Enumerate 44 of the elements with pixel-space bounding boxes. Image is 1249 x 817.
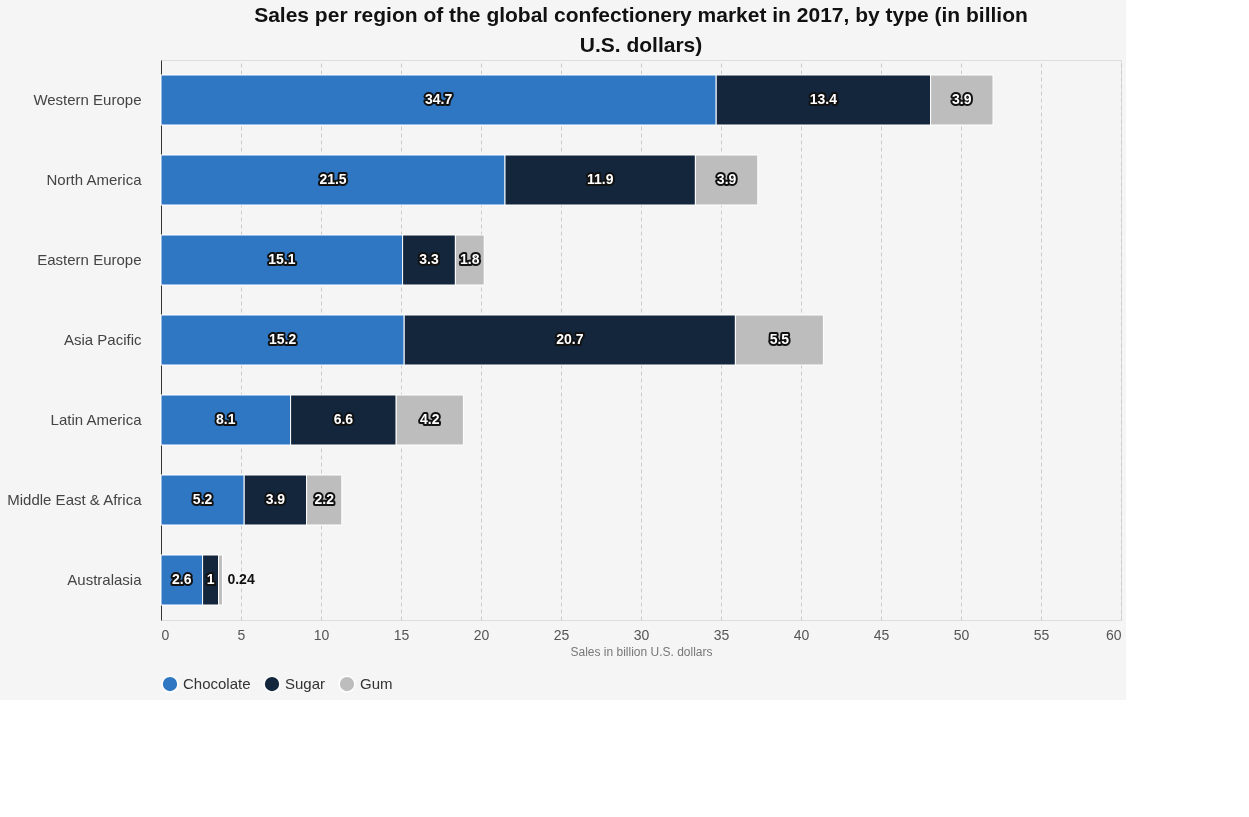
x-tick-label: 0 xyxy=(161,626,170,643)
data-label: 3.9 xyxy=(265,491,286,507)
x-tick-label: 30 xyxy=(633,626,650,643)
data-label: 3.9 xyxy=(716,171,737,187)
data-label: 11.9 xyxy=(586,171,614,187)
y-tick-label: Australasia xyxy=(67,571,143,588)
data-label: 34.7 xyxy=(424,91,453,107)
data-label: 15.1 xyxy=(268,251,296,267)
x-tick-label: 50 xyxy=(953,626,970,643)
data-label: 3.3 xyxy=(419,251,439,267)
y-tick-label: Western Europe xyxy=(33,91,142,108)
data-label: 20.7 xyxy=(556,331,584,347)
data-label: 0.24 xyxy=(227,571,255,587)
x-tick-label: 15 xyxy=(393,626,410,643)
data-label: 2.2 xyxy=(314,491,335,507)
y-tick-label: Middle East & Africa xyxy=(7,491,143,508)
data-label: 1 xyxy=(206,571,215,587)
data-label: 15.2 xyxy=(268,331,297,347)
data-label: 6.6 xyxy=(333,411,354,427)
x-tick-label: 40 xyxy=(793,626,810,643)
x-tick-label: 20 xyxy=(473,626,490,643)
data-label: 3.9 xyxy=(952,91,972,107)
x-tick-label: 55 xyxy=(1033,626,1050,643)
data-label: 5.2 xyxy=(192,491,213,507)
x-tick-label: 35 xyxy=(713,626,730,643)
data-label: 5.5 xyxy=(769,331,790,347)
chart-title: Sales per region of the global confectionery market in 2017, by type (in billion U.S. dollars) xyxy=(254,3,1028,56)
x-tick-label: 10 xyxy=(313,626,330,643)
x-tick-label: 25 xyxy=(553,626,570,643)
y-tick-label: Asia Pacific xyxy=(63,331,142,348)
y-tick-label: Latin America xyxy=(50,411,143,428)
data-label: 21.5 xyxy=(319,171,347,187)
x-tick-label: 45 xyxy=(873,626,890,643)
y-tick-label: Eastern Europe xyxy=(37,251,142,268)
x-axis-title: Sales in billion U.S. dollars xyxy=(570,644,713,659)
legend-label: Sugar xyxy=(285,675,326,693)
x-tick-label: 60 xyxy=(1105,626,1122,643)
y-tick-label: North America xyxy=(46,171,143,188)
legend-label: Chocolate xyxy=(183,675,251,693)
x-tick-label: 5 xyxy=(237,626,246,643)
data-label: 2.6 xyxy=(172,571,192,587)
legend-label: Gum xyxy=(360,675,393,693)
data-label: 8.1 xyxy=(216,411,236,427)
data-label: 13.4 xyxy=(809,91,838,107)
